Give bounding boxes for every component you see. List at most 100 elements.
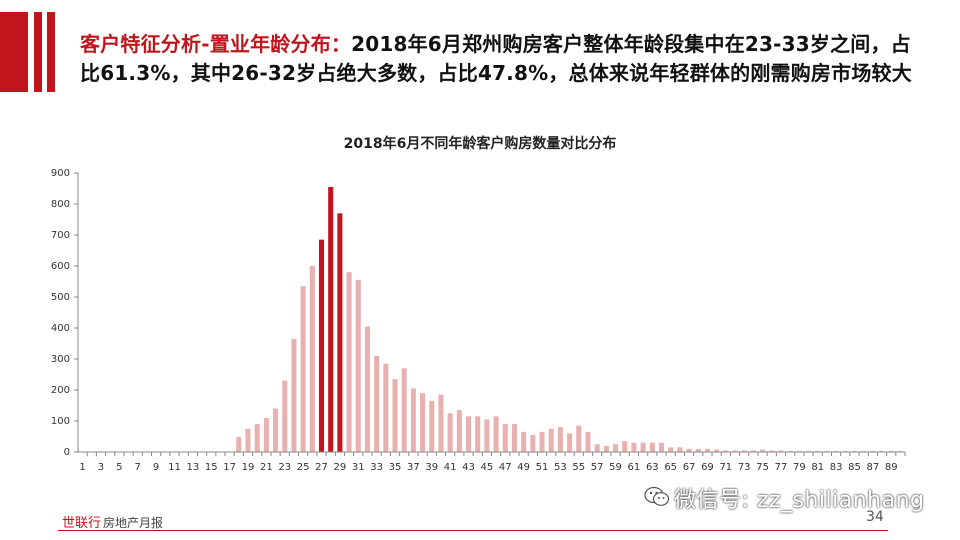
x-tick-label: 61	[628, 462, 641, 473]
x-tick-label: 41	[444, 462, 457, 473]
bar-age-65	[668, 447, 674, 452]
bar-age-42	[456, 410, 462, 452]
footer-divider	[58, 530, 888, 531]
bar-age-59	[613, 444, 619, 452]
brand-subtitle: 房地产月报	[103, 516, 164, 530]
bar-age-61	[631, 442, 637, 452]
bar-age-75	[760, 449, 766, 452]
x-tick-label: 83	[830, 462, 843, 473]
x-tick-label: 31	[352, 462, 365, 473]
bar-age-44	[475, 416, 481, 452]
bar-age-40	[438, 394, 444, 452]
x-tick-label: 5	[116, 462, 122, 473]
x-tick-label: 27	[315, 462, 328, 473]
x-tick-label: 1	[79, 462, 85, 473]
bar-age-18	[236, 437, 242, 452]
x-tick-label: 85	[848, 462, 861, 473]
y-tick-label: 100	[51, 416, 70, 427]
bar-age-27	[318, 239, 325, 452]
x-tick-label: 67	[683, 462, 696, 473]
header-decoration-bar-thin	[34, 12, 42, 92]
x-tick-label: 87	[866, 462, 879, 473]
x-tick-label: 45	[481, 462, 494, 473]
bar-age-43	[466, 416, 472, 452]
x-tick-label: 77	[775, 462, 788, 473]
bar-age-64	[658, 442, 665, 452]
bar-age-26	[309, 266, 315, 452]
y-tick-label: 600	[51, 261, 70, 272]
bar-age-33	[374, 355, 380, 452]
bar-age-72	[732, 450, 738, 452]
bar-age-25	[300, 286, 306, 452]
title-line-2: 比61.3%，其中26-32岁占绝大多数，占比47.8%，总体来说年轻群体的刚需…	[80, 61, 912, 85]
brand-name: 世联行	[62, 516, 102, 531]
bar-age-74	[750, 450, 756, 452]
bar-age-53	[557, 427, 563, 452]
x-tick-label: 29	[334, 462, 347, 473]
y-tick-label: 500	[51, 292, 70, 303]
x-tick-label: 39	[425, 462, 438, 473]
x-tick-label: 17	[223, 462, 236, 473]
bar-age-56	[585, 431, 591, 452]
bar-age-77	[778, 450, 784, 452]
x-tick-label: 81	[811, 462, 824, 473]
x-tick-label: 47	[499, 462, 512, 473]
x-tick-label: 11	[168, 462, 181, 473]
x-tick-label: 7	[135, 462, 141, 473]
bar-age-30	[346, 272, 352, 452]
wechat-watermark: 微信号: zz_shilianhang	[674, 488, 925, 513]
x-tick-label: 49	[517, 462, 530, 473]
x-tick-label: 33	[370, 462, 383, 473]
bar-age-55	[576, 425, 582, 452]
bar-age-41	[447, 413, 453, 452]
bar-age-67	[686, 448, 692, 452]
bar-age-36	[401, 368, 407, 452]
x-axis: 1 3 5 7 9 11 13 15 17 19 21 23 25 27 29 31 33 35 37 39 41 43 4…	[78, 451, 906, 473]
bar-age-21	[263, 417, 269, 452]
y-tick-label: 300	[51, 354, 70, 365]
x-tick-label: 73	[738, 462, 751, 473]
page-number: 34	[866, 509, 884, 525]
x-tick-label: 21	[260, 462, 273, 473]
bar-age-45	[484, 419, 490, 452]
bar-age-23	[282, 380, 288, 452]
bar-age-73	[741, 450, 747, 452]
x-tick-label: 75	[756, 462, 769, 473]
x-tick-label: 71	[719, 462, 732, 473]
x-tick-label: 3	[98, 462, 104, 473]
bar-age-62	[640, 442, 646, 452]
bar-age-28	[328, 186, 334, 452]
bar-age-70	[714, 449, 720, 452]
bar-age-51	[539, 431, 545, 452]
bar-age-58	[603, 445, 609, 452]
x-tick-label: 35	[389, 462, 402, 473]
x-tick-label: 53	[554, 462, 567, 473]
y-tick-label: 400	[51, 323, 70, 334]
bar-age-34	[383, 363, 389, 452]
bar-age-20	[254, 424, 260, 452]
x-tick-label: 51	[536, 462, 549, 473]
bar-age-24	[291, 338, 297, 452]
bar-age-47	[502, 424, 508, 452]
title-line-1: 2018年6月郑州购房客户整体年龄段集中在23-33岁之间，占	[351, 32, 911, 56]
x-tick-label: 59	[609, 462, 622, 473]
bar-age-54	[567, 433, 573, 452]
bar-age-46	[493, 416, 499, 452]
bar-age-49	[521, 431, 527, 452]
x-tick-label: 25	[297, 462, 310, 473]
x-tick-label: 55	[572, 462, 585, 473]
y-tick-label: 700	[51, 230, 70, 241]
bar-age-76	[769, 450, 775, 452]
bars	[236, 186, 903, 452]
bar-age-50	[530, 434, 536, 452]
chart-title: 2018年6月不同年龄客户购房数量对比分布	[343, 136, 617, 152]
x-tick-label: 23	[278, 462, 291, 473]
y-tick-label: 200	[51, 385, 70, 396]
bar-age-57	[594, 444, 600, 452]
bar-age-31	[355, 279, 361, 452]
y-tick-label: 0	[64, 447, 70, 458]
x-tick-label: 69	[701, 462, 714, 473]
bar-age-39	[429, 400, 435, 452]
